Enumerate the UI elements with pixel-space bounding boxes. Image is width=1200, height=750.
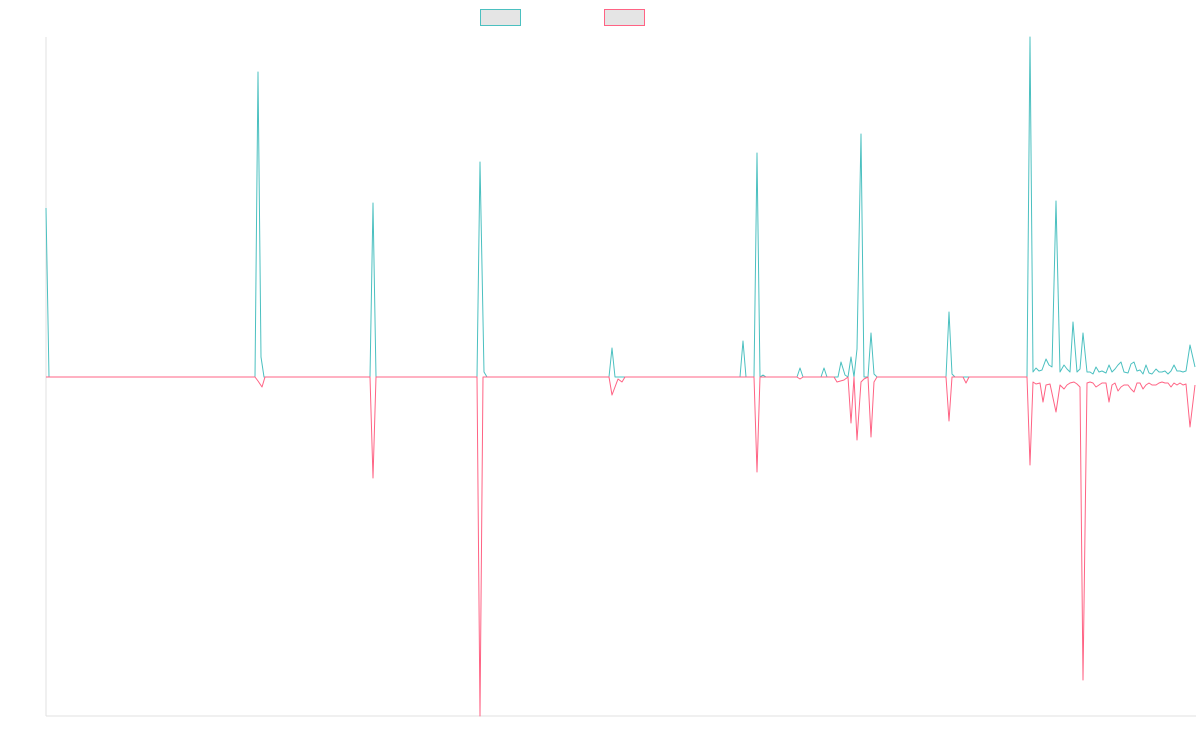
series-group (45, 36, 1196, 717)
legend-swatch-1[interactable] (480, 9, 521, 26)
series-line-2 (46, 376, 1196, 717)
legend (480, 9, 645, 26)
series-line-1 (45, 36, 1196, 378)
legend-swatch-2[interactable] (604, 9, 645, 26)
